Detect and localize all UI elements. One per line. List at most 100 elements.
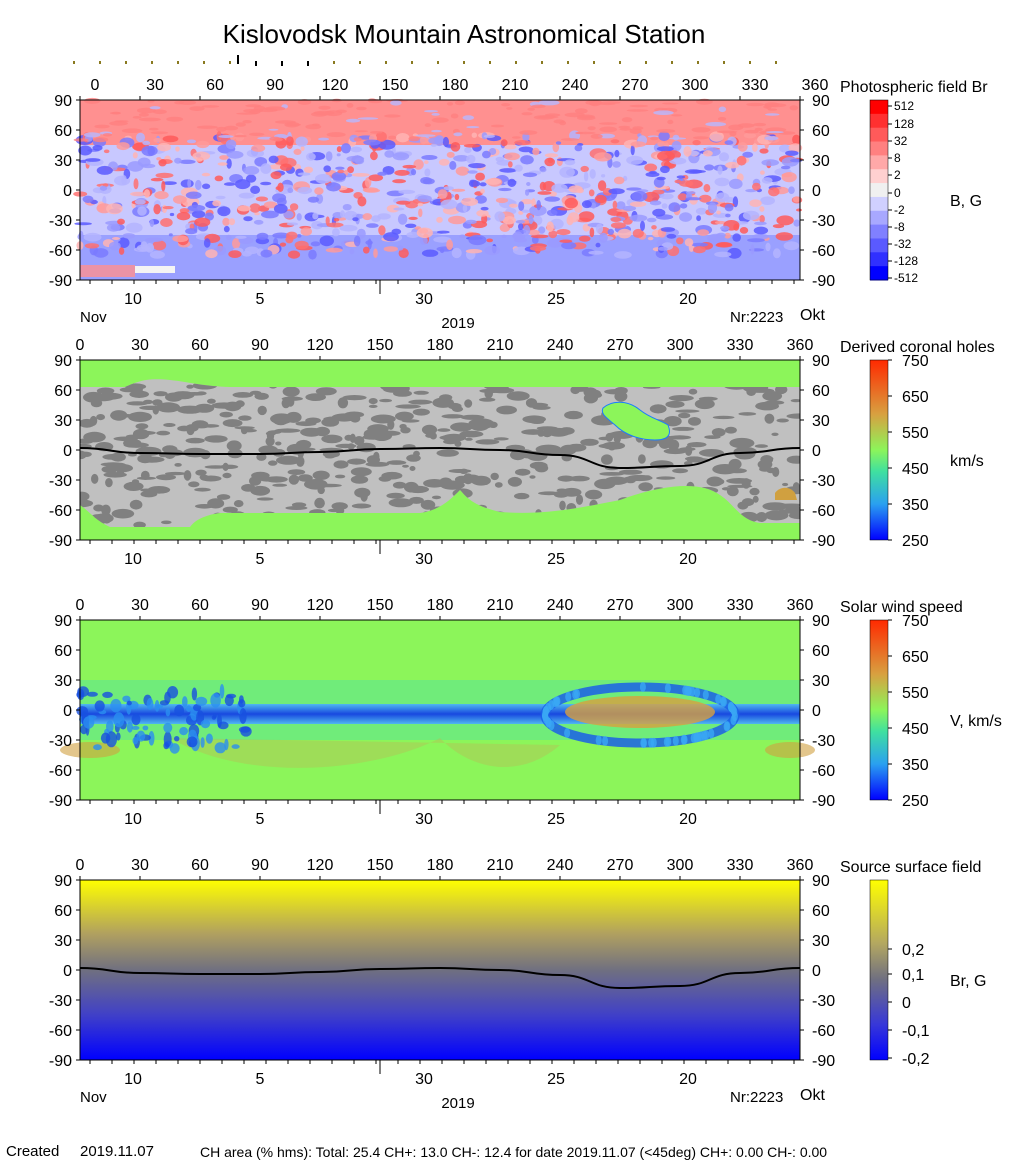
colorbar-frame — [869, 99, 889, 281]
y-tick-label-left: 60 — [54, 903, 72, 920]
x-tick-label: 270 — [607, 337, 634, 354]
x-tick-label: 150 — [367, 597, 394, 614]
date-tick-label: 30 — [415, 1071, 433, 1088]
colorbar-tick-label: 350 — [902, 757, 929, 774]
colorbar-tick-label: 512 — [894, 99, 914, 113]
unit-label: Br, G — [950, 973, 986, 990]
footer-ch-area: CH area (% hms): Total: 25.4 CH+: 13.0 C… — [200, 1144, 828, 1160]
page-title: Kislovodsk Mountain Astronomical Station — [222, 19, 706, 49]
holes-midlat-hole — [601, 401, 670, 441]
rotation-label: Nr:2223 — [730, 1089, 783, 1106]
y-tick-label-left: 60 — [54, 643, 72, 660]
date-tick-label: 25 — [547, 291, 565, 308]
x-tick-label: 150 — [382, 77, 409, 94]
y-tick-label-left: 60 — [54, 123, 72, 140]
date-tick-label: 25 — [547, 1071, 565, 1088]
x-tick-label: 0 — [91, 77, 100, 94]
footer-created-date: 2019.11.07 — [80, 1143, 154, 1160]
colorbar-tick-label: 0 — [894, 186, 901, 200]
colorbar-tick-label: 0,2 — [902, 942, 924, 959]
x-tick-label: 150 — [367, 337, 394, 354]
y-tick-label-right: -60 — [812, 763, 835, 780]
y-tick-label-left: -30 — [49, 993, 72, 1010]
colorbar-tick-label: 250 — [902, 793, 929, 810]
y-tick-label-left: 0 — [63, 703, 72, 720]
colorbar-tick-label: -8 — [894, 220, 905, 234]
colorbar-tick-label: 650 — [902, 649, 929, 666]
x-tick-label: 360 — [802, 77, 829, 94]
colorbar-tick-label: 750 — [902, 353, 929, 370]
y-tick-label-left: -60 — [49, 1023, 72, 1040]
x-tick-label: 360 — [787, 337, 814, 354]
colorbar-tick-label: -128 — [894, 254, 918, 268]
date-tick-label: 5 — [256, 551, 265, 568]
y-tick-label-left: 90 — [54, 93, 72, 110]
panel-title: Photospheric field Br — [840, 79, 988, 96]
x-tick-label: 330 — [727, 597, 754, 614]
y-tick-label-right: 30 — [812, 673, 830, 690]
y-tick-label-left: -60 — [49, 243, 72, 260]
x-tick-label: 210 — [502, 77, 529, 94]
y-tick-label-right: 90 — [812, 93, 830, 110]
colorbar-tick-label: 0,1 — [902, 967, 924, 984]
footer-created-label: Created — [6, 1143, 60, 1160]
x-tick-label: 270 — [607, 597, 634, 614]
y-tick-label-right: 60 — [812, 903, 830, 920]
y-tick-label-right: -30 — [812, 993, 835, 1010]
x-tick-label: 300 — [667, 337, 694, 354]
x-tick-label: 120 — [307, 337, 334, 354]
y-tick-label-right: -30 — [812, 213, 835, 230]
x-tick-label: 60 — [191, 857, 209, 874]
x-tick-label: 270 — [622, 77, 649, 94]
x-tick-label: 180 — [427, 597, 454, 614]
y-tick-label-right: -30 — [812, 733, 835, 750]
y-tick-label-left: 0 — [63, 183, 72, 200]
y-tick-label-right: -90 — [812, 533, 835, 550]
y-tick-label-right: -60 — [812, 1023, 835, 1040]
ss-gradient — [80, 880, 800, 1060]
unit-label: B, G — [950, 193, 982, 210]
neutral-line — [79, 966, 801, 990]
x-tick-label: 300 — [667, 597, 694, 614]
x-tick-label: 360 — [787, 857, 814, 874]
y-tick-label-right: -60 — [812, 503, 835, 520]
date-tick-label: 10 — [124, 291, 142, 308]
date-tick-label: 10 — [124, 551, 142, 568]
unit-label: km/s — [950, 453, 984, 470]
colorbar-tick-label: 450 — [902, 461, 929, 478]
colorbar-tick-label: -512 — [894, 271, 918, 285]
y-tick-label-left: 30 — [54, 673, 72, 690]
date-tick-label: 25 — [547, 811, 565, 828]
x-tick-label: 30 — [131, 337, 149, 354]
holes-south-spot — [775, 487, 797, 500]
panel-1-captions: Nov 2019 Nr:2223 Okt — [80, 307, 825, 332]
panel-title: Source surface field — [840, 859, 981, 876]
colorbar-tick-label: 8 — [894, 151, 901, 165]
x-tick-label: 90 — [266, 77, 284, 94]
month-left-label: Nov — [80, 1089, 107, 1106]
colorbar-tick-label: 2 — [894, 168, 901, 182]
x-tick-label: 0 — [76, 597, 85, 614]
colorbar-tick-label: 32 — [894, 134, 908, 148]
date-tick-label: 20 — [679, 551, 697, 568]
x-tick-label: 0 — [76, 857, 85, 874]
colorbar-frame — [869, 359, 889, 541]
colorbar-tick-label: 550 — [902, 685, 929, 702]
y-tick-label-right: 30 — [812, 413, 830, 430]
colorbar-tick-label: -32 — [894, 237, 912, 251]
y-tick-label-left: 0 — [63, 443, 72, 460]
y-tick-label-right: 90 — [812, 613, 830, 630]
x-tick-label: 180 — [427, 857, 454, 874]
date-tick-label: 20 — [679, 1071, 697, 1088]
x-tick-label: 330 — [727, 857, 754, 874]
y-tick-label-left: 90 — [54, 613, 72, 630]
x-tick-label: 30 — [131, 597, 149, 614]
colorbar-tick-label: 350 — [902, 497, 929, 514]
y-tick-label-left: -90 — [49, 533, 72, 550]
panel-4-captions: Nov 2019 Nr:2223 Okt — [80, 1087, 825, 1112]
colorbar-frame — [869, 879, 889, 1061]
